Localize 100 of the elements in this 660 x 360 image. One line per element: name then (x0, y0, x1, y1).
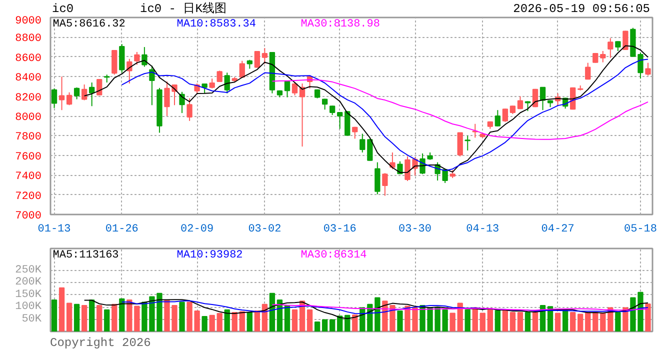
y-tick-label: 8600 (15, 52, 42, 65)
text: MA10:8583.34 (176, 18, 256, 30)
candlestick (239, 60, 245, 78)
candlestick (51, 88, 58, 109)
candlestick (179, 91, 185, 114)
bar (74, 304, 80, 332)
bar (524, 312, 531, 332)
bar (262, 304, 268, 332)
y-tick-label: 8800 (15, 33, 42, 46)
bar (592, 312, 598, 332)
bar (202, 316, 208, 332)
candlestick (585, 62, 591, 80)
candlestick (374, 162, 380, 195)
candlestick (262, 48, 268, 64)
candlestick (292, 82, 298, 96)
x-tick-label: 05-18 (624, 224, 657, 236)
bar (269, 292, 276, 332)
bar (216, 313, 222, 332)
bar (554, 312, 561, 332)
bar (464, 309, 470, 332)
bar (532, 312, 538, 332)
bar (352, 314, 358, 332)
bar (314, 321, 320, 332)
bar (337, 316, 343, 332)
x-tick-label: 02-09 (180, 224, 214, 236)
bar (585, 312, 591, 332)
y-tick-label: 7600 (15, 151, 42, 164)
bar (510, 312, 516, 332)
candlestick (96, 79, 102, 96)
candlestick (224, 72, 230, 94)
candlestick (360, 133, 366, 153)
y-tick-label: 9000 (15, 16, 42, 28)
candlestick (81, 84, 88, 101)
x-tick-label: 04-27 (541, 224, 574, 236)
bar (66, 302, 72, 332)
x-tick-label: 01-13 (38, 224, 71, 236)
bar (224, 309, 230, 332)
candlestick (89, 82, 95, 107)
candlestick (254, 50, 260, 68)
text: MA5:113163 (52, 250, 119, 262)
bar (209, 314, 215, 332)
candlestick (464, 135, 470, 151)
y-tick-label: 50K (22, 313, 42, 326)
bar (570, 312, 576, 332)
candlestick (608, 38, 614, 58)
text: MA5:8616.32 (52, 18, 126, 30)
candlestick (284, 80, 290, 98)
bar (502, 309, 508, 332)
bar (397, 310, 403, 332)
bar (615, 312, 621, 332)
bar (292, 309, 298, 332)
chart-title: ic0 - 日K线图 (140, 1, 226, 18)
y-tick-label: 8000 (15, 112, 42, 124)
bar (58, 287, 65, 332)
bar (179, 302, 185, 332)
candlestick (382, 172, 388, 196)
candlestick (600, 50, 606, 63)
bar (239, 311, 245, 332)
y-tick-label: 250K (15, 264, 42, 276)
y-tick-label: 150K (15, 288, 42, 301)
candlestick (517, 96, 524, 110)
bar (254, 310, 260, 332)
bar (89, 300, 95, 332)
bar (246, 312, 252, 332)
bar (330, 319, 336, 332)
bar (600, 312, 606, 332)
bar (276, 300, 283, 332)
line-series (84, 299, 648, 320)
bar (112, 304, 118, 332)
chart-subtitle: 2026-05-19 09:56:05 (513, 1, 650, 18)
candlestick (645, 62, 651, 76)
bar (126, 300, 132, 332)
candlestick (367, 138, 373, 162)
bar (517, 312, 524, 332)
y-tick-label: 7000 (15, 210, 42, 222)
candlestick (330, 105, 336, 116)
candlestick (209, 78, 215, 89)
line-series (121, 300, 648, 314)
bar (374, 297, 380, 332)
x-tick-label: 03-16 (323, 224, 356, 236)
bar (494, 310, 501, 332)
bar (104, 309, 110, 332)
bar (344, 314, 350, 332)
candlestick (119, 44, 125, 74)
bar (472, 307, 478, 332)
candlestick (58, 76, 65, 111)
bar (645, 304, 651, 332)
text: ic0 (52, 1, 74, 18)
candlestick (142, 46, 148, 68)
candlestick (524, 100, 531, 112)
bar (306, 309, 313, 332)
bar (487, 308, 493, 332)
bar (622, 307, 628, 332)
text: MA30:8138.98 (300, 18, 380, 30)
y-tick-label: 7400 (15, 171, 42, 184)
candlestick (149, 65, 155, 106)
y-tick-label: 7200 (15, 190, 42, 203)
bar (450, 312, 456, 332)
y-tick-label: 100K (15, 301, 42, 314)
x-tick-label: 03-02 (248, 224, 282, 236)
